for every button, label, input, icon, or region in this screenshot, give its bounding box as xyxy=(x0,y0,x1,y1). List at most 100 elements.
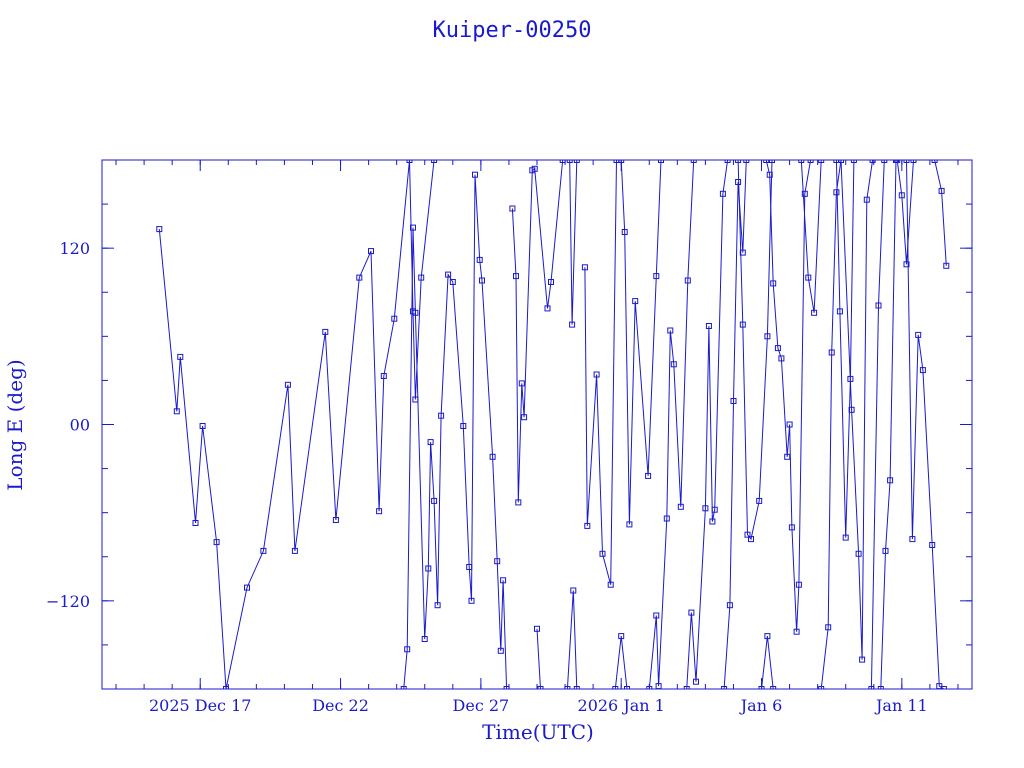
series-line xyxy=(880,160,897,689)
data-point xyxy=(719,190,726,197)
data-point xyxy=(494,558,501,565)
series-group xyxy=(156,160,950,689)
series-line xyxy=(870,160,885,689)
plot-border xyxy=(101,159,973,690)
data-point xyxy=(730,398,737,404)
data-point xyxy=(599,550,606,557)
data-point xyxy=(531,165,538,172)
data-point xyxy=(798,160,805,163)
data-point xyxy=(412,309,419,316)
series-line xyxy=(896,160,914,265)
series-line xyxy=(934,160,947,266)
data-point xyxy=(260,547,267,554)
data-point xyxy=(735,179,742,185)
data-point xyxy=(786,421,793,428)
data-point xyxy=(503,686,510,689)
data-point xyxy=(518,380,525,387)
data-point xyxy=(919,367,926,374)
data-point xyxy=(559,160,566,163)
data-point xyxy=(931,160,938,163)
data-point xyxy=(537,686,544,689)
data-point xyxy=(570,587,577,594)
data-point xyxy=(744,531,751,538)
data-point xyxy=(764,333,771,340)
data-point xyxy=(855,550,862,557)
data-point xyxy=(929,542,936,548)
data-point xyxy=(770,280,777,287)
series-line xyxy=(584,160,617,585)
x-tick-label: 2026 Jan 1 xyxy=(578,696,665,715)
data-point xyxy=(670,361,677,368)
data-point xyxy=(721,686,728,689)
data-point xyxy=(199,423,206,429)
data-point xyxy=(684,277,691,284)
data-point xyxy=(515,499,522,506)
data-point xyxy=(177,353,184,360)
data-point xyxy=(825,624,832,631)
data-point xyxy=(877,686,884,689)
data-point xyxy=(244,584,250,591)
data-point xyxy=(850,160,857,163)
series-line xyxy=(906,160,945,689)
data-point xyxy=(581,264,588,271)
data-point xyxy=(711,506,718,513)
data-point xyxy=(618,633,625,640)
data-point xyxy=(894,160,901,163)
data-point xyxy=(626,521,633,528)
data-point xyxy=(724,160,731,163)
x-tick-label: Dec 22 xyxy=(312,696,369,715)
data-point xyxy=(497,647,504,654)
series-line xyxy=(835,160,855,538)
data-point xyxy=(356,274,363,281)
data-point xyxy=(882,547,889,554)
data-point xyxy=(476,256,483,263)
data-point xyxy=(653,273,660,280)
series-line xyxy=(536,628,541,689)
data-point xyxy=(593,371,600,378)
data-point xyxy=(612,686,619,689)
data-point xyxy=(434,602,441,609)
data-point xyxy=(449,279,456,285)
data-point xyxy=(418,274,425,281)
data-point xyxy=(632,298,639,305)
x-tick-label: 2025 Dec 17 xyxy=(149,696,252,715)
data-point xyxy=(479,277,485,284)
series-line xyxy=(765,160,812,632)
data-point xyxy=(807,160,814,163)
x-tick-label: Jan 6 xyxy=(739,696,783,715)
data-point xyxy=(690,160,697,163)
data-point xyxy=(332,517,339,523)
data-point xyxy=(513,273,519,280)
data-point xyxy=(404,646,411,653)
data-point xyxy=(489,453,496,460)
data-point xyxy=(709,518,716,525)
data-point xyxy=(223,686,229,689)
series-line xyxy=(403,174,508,689)
data-point xyxy=(898,192,905,199)
data-point xyxy=(425,565,432,572)
data-point xyxy=(291,547,298,554)
data-point xyxy=(445,271,452,278)
data-point xyxy=(688,609,695,616)
series-line xyxy=(723,160,747,689)
data-point xyxy=(427,439,434,446)
data-point xyxy=(770,686,777,689)
x-axis-label: Time(UTC) xyxy=(482,720,594,744)
data-point xyxy=(376,508,383,515)
series-line xyxy=(840,160,874,660)
data-point xyxy=(468,597,475,604)
data-point xyxy=(677,503,684,510)
data-point xyxy=(156,226,163,233)
ticks-layer: 2025 Dec 17 Dec 22 Dec 27 2026 Jan 1 Jan 6 Ja… xyxy=(46,160,972,715)
data-point xyxy=(778,355,785,362)
data-point xyxy=(569,321,576,328)
plot-frame xyxy=(101,159,973,690)
data-point xyxy=(739,321,746,328)
data-point xyxy=(833,160,840,163)
data-point xyxy=(848,406,855,413)
x-tick-label: Dec 27 xyxy=(453,696,510,715)
data-point xyxy=(624,686,630,689)
data-point xyxy=(400,686,407,689)
data-point xyxy=(887,477,894,484)
data-point xyxy=(645,472,652,479)
